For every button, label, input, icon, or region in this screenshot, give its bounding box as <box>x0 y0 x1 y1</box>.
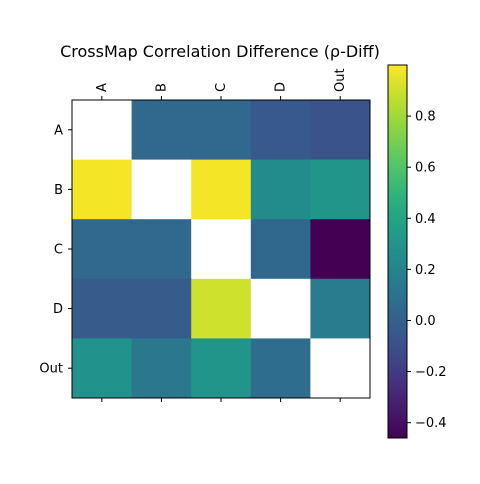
x-tick-label: B <box>154 83 169 92</box>
heatmap-cell <box>72 338 132 399</box>
heatmap-cell <box>191 159 252 220</box>
x-tick-label: Out <box>333 68 348 92</box>
heatmap-cell <box>310 219 371 280</box>
heatmap-cell <box>191 278 252 339</box>
heatmap-cell <box>191 338 252 399</box>
y-tick-label: B <box>54 183 63 198</box>
colorbar-tick-label: −0.4 <box>415 416 447 431</box>
heatmap-cell <box>72 159 132 220</box>
y-tick-label: Out <box>39 362 63 377</box>
heatmap-cell <box>310 338 371 399</box>
x-tick-label: C <box>214 83 229 92</box>
chart-title: CrossMap Correlation Difference (ρ-Diff) <box>60 42 380 61</box>
heatmap-cell <box>310 278 371 339</box>
colorbar-tick-label: 0.4 <box>415 212 436 227</box>
colorbar-tick-label: 0.0 <box>415 314 436 329</box>
colorbar-tick-label: −0.2 <box>415 365 447 380</box>
colorbar <box>387 64 408 439</box>
x-tick-label: A <box>95 83 110 92</box>
colorbar-tick-label: 0.8 <box>415 110 436 125</box>
heatmap-cell <box>250 338 311 399</box>
heatmap-cell <box>250 100 311 160</box>
heatmap-cell <box>72 278 132 339</box>
heatmap-cell <box>250 159 311 220</box>
heatmap-cell <box>250 219 311 280</box>
heatmap-cell <box>191 219 252 280</box>
x-tick-label: D <box>274 82 289 92</box>
heatmap-cell <box>310 159 371 220</box>
heatmap-cell <box>310 100 371 160</box>
heatmap-cell <box>131 338 192 399</box>
colorbar-tick-label: 0.6 <box>415 161 436 176</box>
colorbar-tick-label: 0.2 <box>415 263 436 278</box>
heatmap-cell <box>250 278 311 339</box>
heatmap-cell <box>131 278 192 339</box>
heatmap-cell <box>72 100 132 160</box>
heatmap-cell <box>131 219 192 280</box>
y-tick-label: A <box>54 123 63 138</box>
heatmap-cell <box>131 100 192 160</box>
heatmap-cell <box>72 219 132 280</box>
heatmap-cell <box>191 100 252 160</box>
y-tick-label: C <box>54 243 63 258</box>
y-tick-label: D <box>53 302 63 317</box>
heatmap-cell <box>131 159 192 220</box>
